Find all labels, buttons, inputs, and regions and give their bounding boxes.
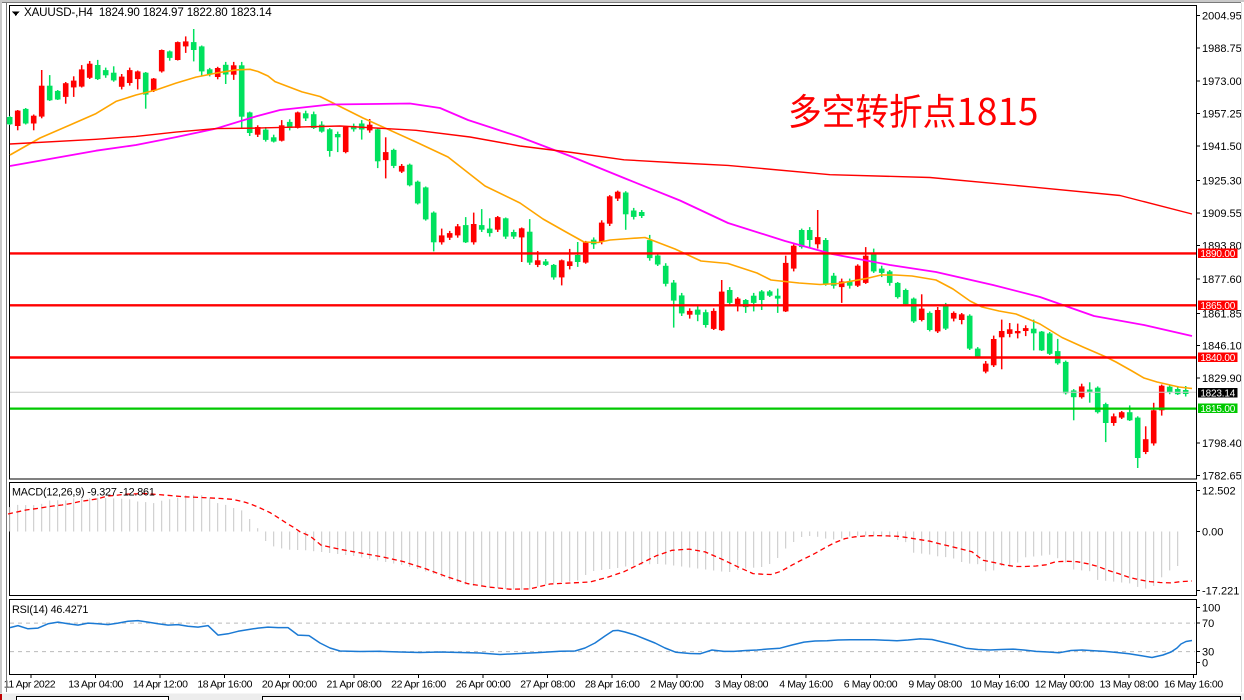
svg-text:16 May 16:00: 16 May 16:00 [1164, 679, 1223, 691]
svg-text:1815.00: 1815.00 [1200, 404, 1235, 415]
svg-text:2004.95: 2004.95 [1202, 11, 1242, 23]
svg-text:18 Apr 16:00: 18 Apr 16:00 [197, 679, 252, 691]
svg-text:20 Apr 00:00: 20 Apr 00:00 [262, 679, 317, 691]
svg-text:-17.221: -17.221 [1202, 586, 1239, 598]
svg-text:26 Apr 00:00: 26 Apr 00:00 [456, 679, 511, 691]
svg-text:1782.65: 1782.65 [1202, 471, 1242, 483]
svg-text:21 Apr 08:00: 21 Apr 08:00 [327, 679, 382, 691]
svg-text:MACD(12,26,9) -9.327 -12.861: MACD(12,26,9) -9.327 -12.861 [12, 487, 155, 499]
svg-text:1823.14: 1823.14 [1200, 388, 1235, 399]
svg-text:1925.30: 1925.30 [1202, 175, 1242, 187]
svg-text:1957.25: 1957.25 [1202, 108, 1242, 120]
svg-text:12.502: 12.502 [1202, 486, 1236, 498]
svg-text:1840.00: 1840.00 [1200, 353, 1235, 364]
svg-text:2 May 00:00: 2 May 00:00 [650, 679, 704, 691]
svg-text:70: 70 [1202, 618, 1214, 630]
svg-text:14 Apr 12:00: 14 Apr 12:00 [133, 679, 188, 691]
svg-text:1988.75: 1988.75 [1202, 43, 1242, 55]
svg-text:10 May 16:00: 10 May 16:00 [970, 679, 1029, 691]
svg-text:1846.10: 1846.10 [1202, 340, 1242, 352]
svg-text:1861.85: 1861.85 [1202, 309, 1242, 321]
svg-text:12 May 00:00: 12 May 00:00 [1035, 679, 1094, 691]
svg-text:1890.00: 1890.00 [1200, 249, 1235, 260]
svg-text:27 Apr 08:00: 27 Apr 08:00 [520, 679, 575, 691]
svg-text:13 May 08:00: 13 May 08:00 [1099, 679, 1158, 691]
svg-text:1973.00: 1973.00 [1202, 76, 1242, 88]
svg-text:1877.60: 1877.60 [1202, 274, 1242, 286]
svg-text:9 May 08:00: 9 May 08:00 [908, 679, 962, 691]
svg-text:XAUUSD-,H4 1824.90 1824.97 18: XAUUSD-,H4 1824.90 1824.97 1822.80 1823.… [24, 6, 272, 19]
svg-text:11 Apr 2022: 11 Apr 2022 [4, 679, 56, 691]
svg-text:1798.40: 1798.40 [1202, 438, 1242, 450]
svg-text:4 May 16:00: 4 May 16:00 [779, 679, 833, 691]
svg-text:28 Apr 16:00: 28 Apr 16:00 [585, 679, 640, 691]
svg-text:1865.00: 1865.00 [1200, 301, 1235, 312]
svg-text:0.00: 0.00 [1202, 526, 1223, 538]
svg-text:1941.50: 1941.50 [1202, 141, 1242, 153]
svg-text:6 May 00:00: 6 May 00:00 [844, 679, 898, 691]
svg-text:22 Apr 16:00: 22 Apr 16:00 [391, 679, 446, 691]
svg-text:13 Apr 04:00: 13 Apr 04:00 [68, 679, 123, 691]
svg-text:3 May 08:00: 3 May 08:00 [715, 679, 769, 691]
svg-text:RSI(14) 46.4271: RSI(14) 46.4271 [12, 604, 88, 616]
svg-text:0: 0 [1202, 658, 1208, 670]
svg-text:100: 100 [1202, 602, 1220, 614]
svg-text:1909.55: 1909.55 [1202, 208, 1242, 220]
svg-text:30: 30 [1202, 647, 1214, 659]
svg-text:1829.90: 1829.90 [1202, 373, 1242, 385]
